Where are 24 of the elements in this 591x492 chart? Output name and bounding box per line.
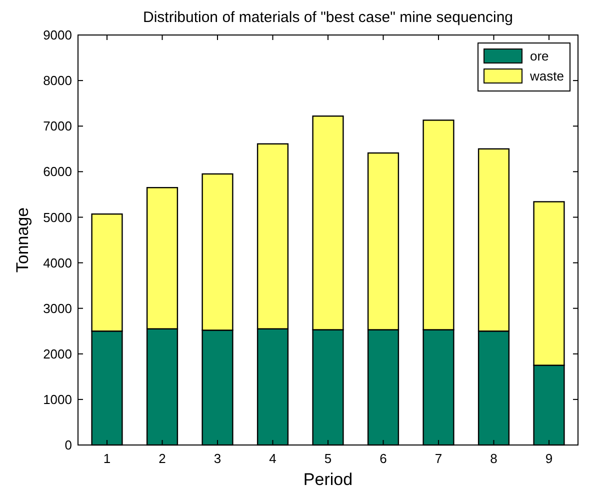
y-axis-title: Tonnage [13,207,32,273]
y-tick-label: 8000 [43,73,72,88]
x-tick-label: 5 [324,451,332,466]
x-tick-label: 9 [545,451,553,466]
y-tick-label: 7000 [43,118,72,134]
x-tick-label: 1 [103,451,111,466]
y-tick-label: 9000 [43,28,72,43]
chart-title: Distribution of materials of "best case" mine sequencing [143,9,513,26]
x-tick-label: 3 [214,451,222,466]
x-tick-label: 2 [158,451,166,466]
x-tick-label: 4 [269,451,276,466]
x-axis-title: Period [303,470,353,489]
legend-label: ore [530,48,549,64]
x-tick-label: 7 [434,451,442,466]
y-tick-label: 3000 [43,300,72,316]
x-tick-label: 6 [380,451,387,466]
y-tick-label: 0 [64,438,72,453]
y-tick-label: 2000 [43,346,72,362]
y-tick-label: 6000 [43,164,72,180]
y-tick-label: 5000 [43,210,72,225]
legend-label: waste [529,68,564,84]
y-tick-label: 4000 [43,255,72,270]
y-tick-label: 1000 [43,392,72,407]
x-tick-label: 8 [490,451,498,466]
